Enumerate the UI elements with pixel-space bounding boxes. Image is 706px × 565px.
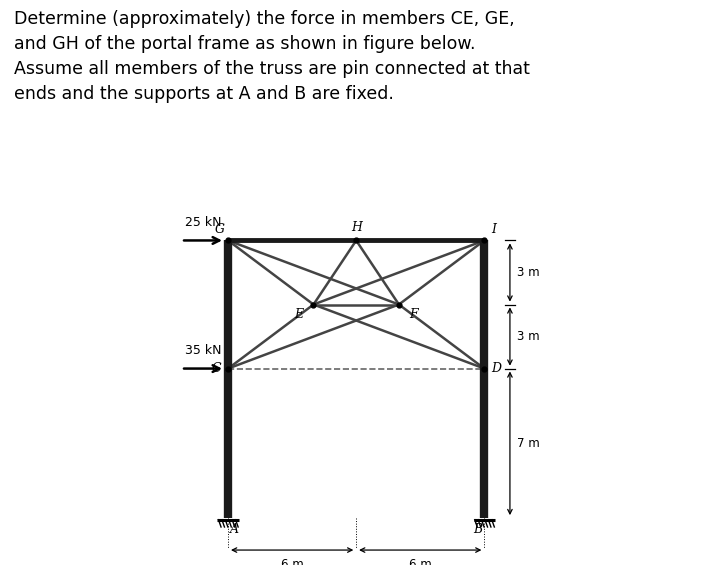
Text: B: B — [473, 523, 482, 536]
Text: D: D — [491, 362, 501, 375]
Text: G: G — [215, 223, 225, 236]
Text: H: H — [351, 221, 361, 234]
Text: E: E — [294, 307, 303, 320]
Text: C: C — [212, 362, 221, 375]
Text: A: A — [230, 523, 239, 536]
Text: 7 m: 7 m — [517, 437, 540, 450]
Text: 6 m: 6 m — [409, 558, 431, 565]
Text: 25 kN: 25 kN — [185, 216, 222, 229]
Text: 6 m: 6 m — [281, 558, 304, 565]
Text: I: I — [491, 223, 496, 236]
Text: 3 m: 3 m — [517, 266, 540, 279]
Text: Determine (approximately) the force in members CE, GE,
and GH of the portal fram: Determine (approximately) the force in m… — [14, 10, 530, 103]
Text: F: F — [409, 307, 418, 320]
Text: 3 m: 3 m — [517, 330, 540, 343]
Text: 35 kN: 35 kN — [185, 344, 222, 357]
